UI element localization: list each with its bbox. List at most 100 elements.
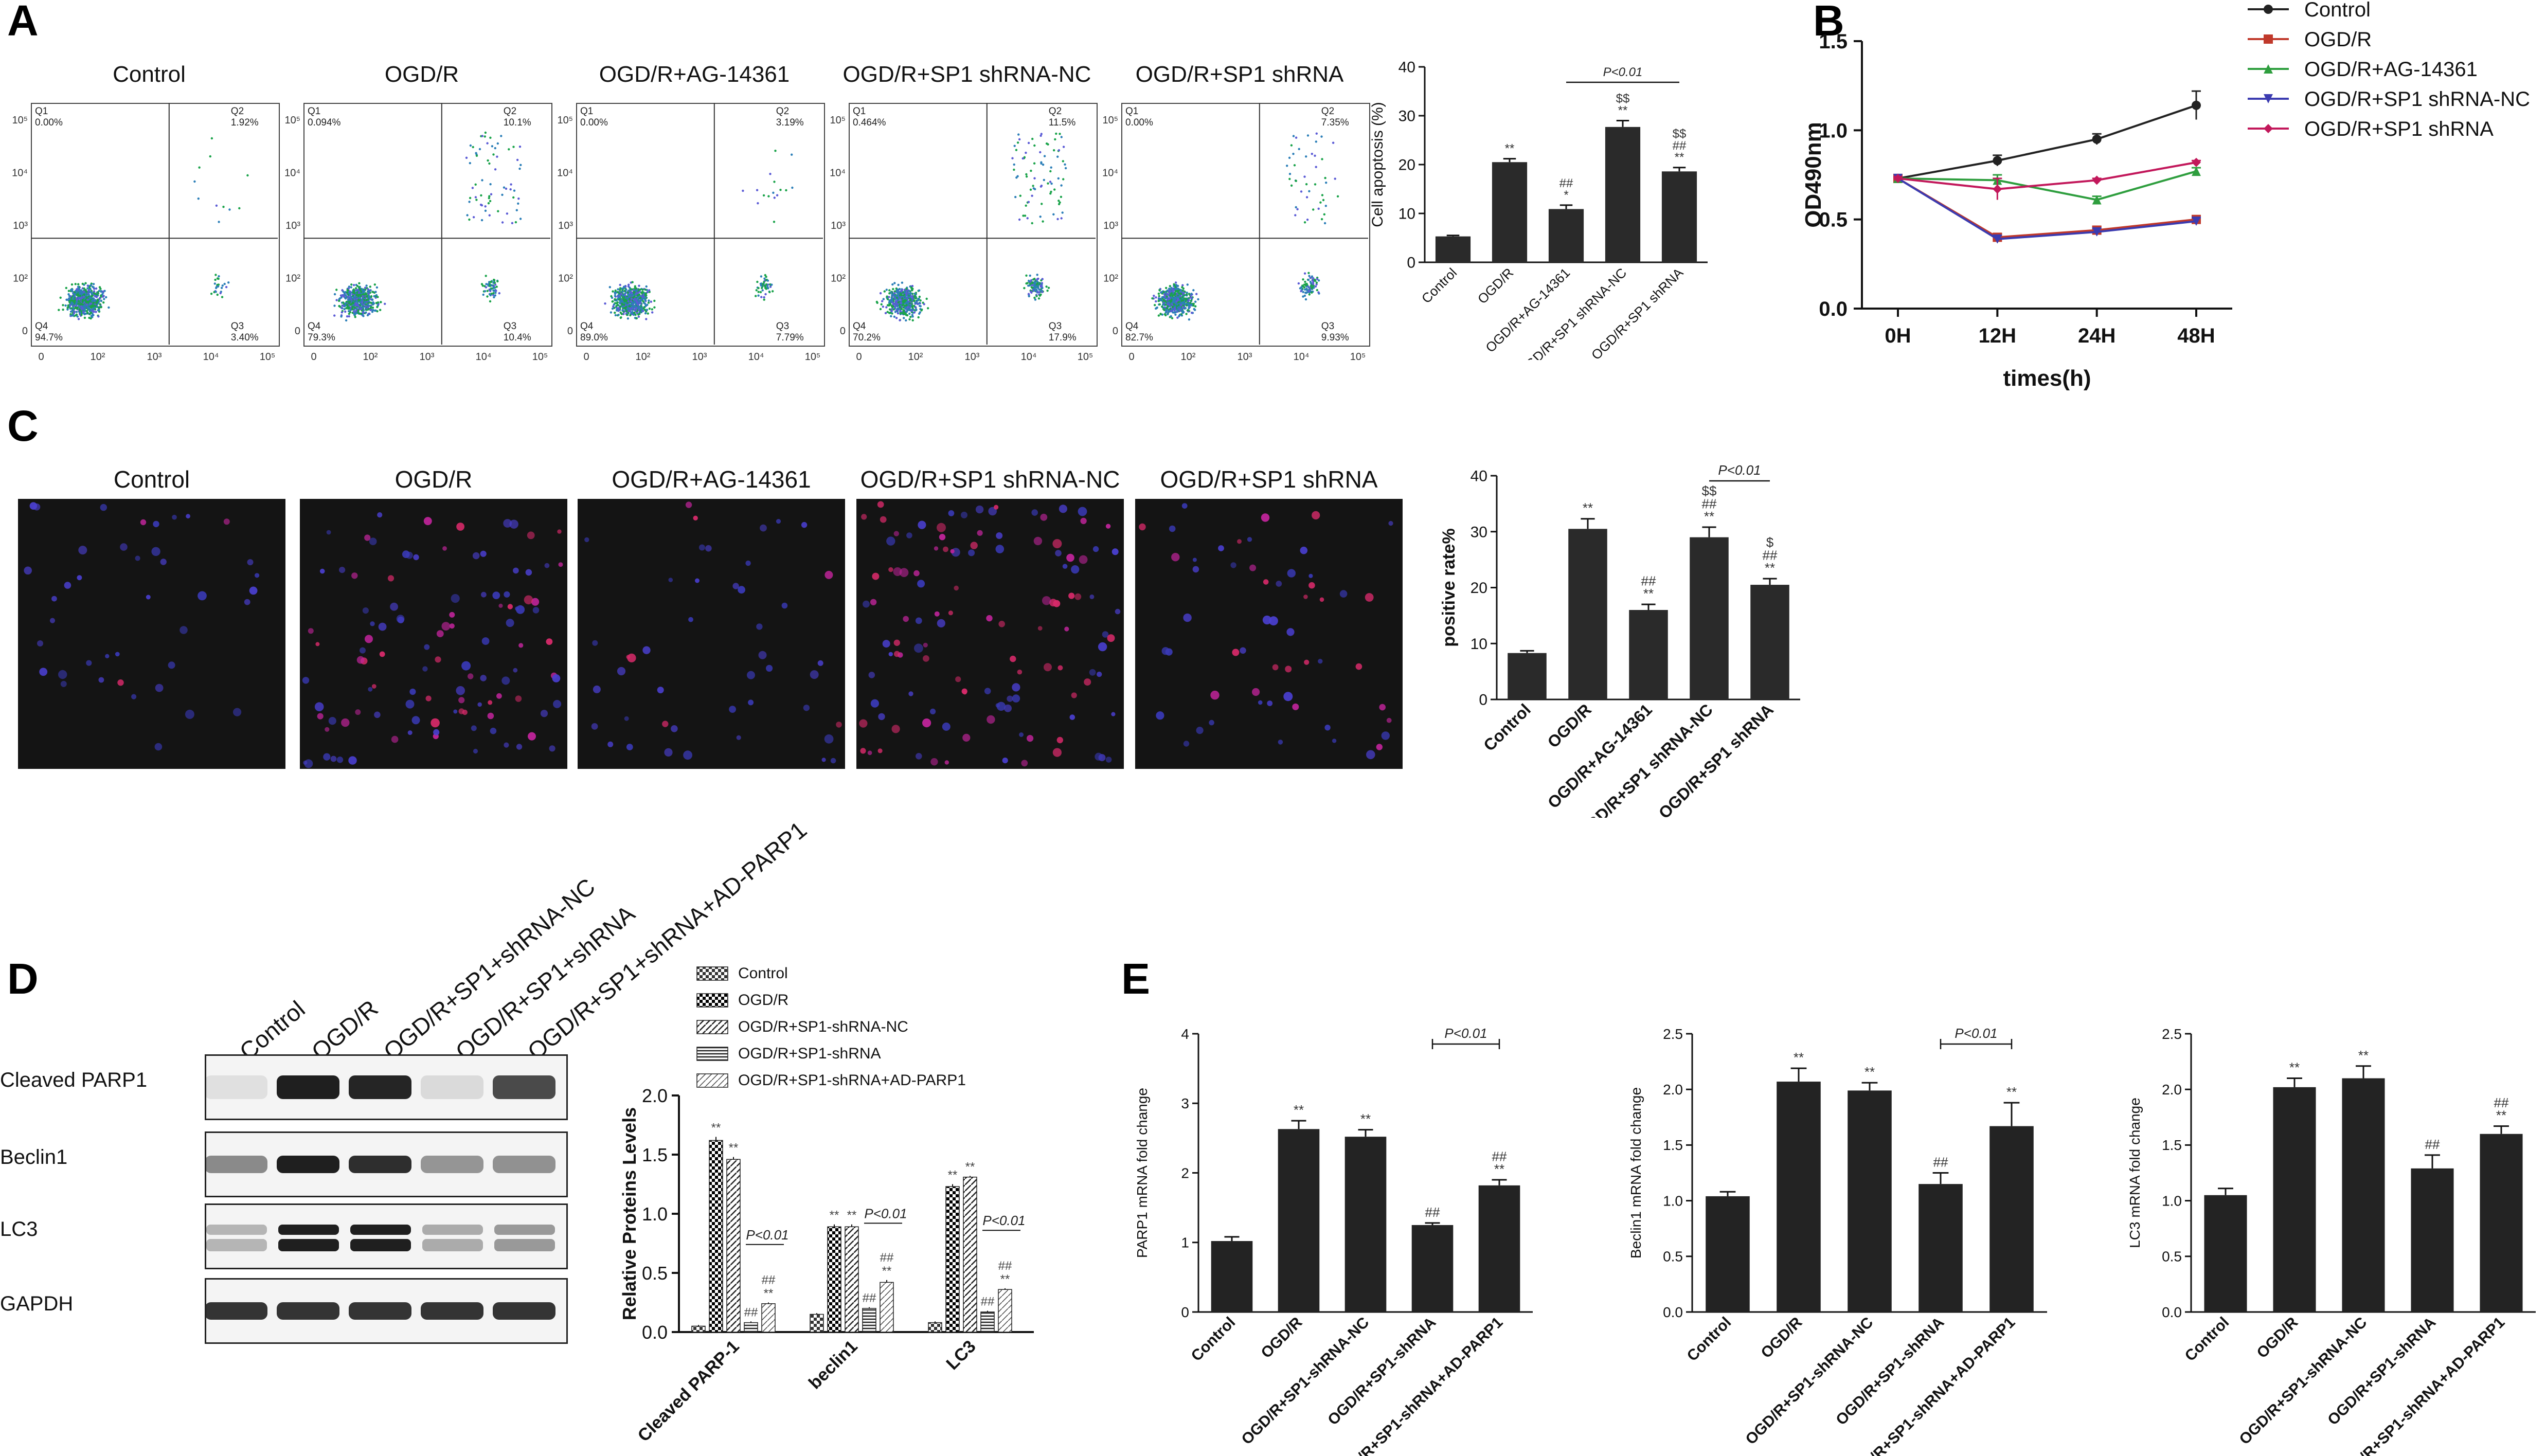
flow-x-tick: 0 — [38, 351, 44, 363]
flow-x-tick: 10² — [908, 351, 923, 363]
y-tick-label: 40 — [1471, 468, 1487, 485]
flow-y-tick: 10⁴ — [1102, 168, 1118, 179]
significance-mark: ## — [762, 1273, 776, 1287]
significance-mark: ## — [2494, 1095, 2509, 1110]
blot-band — [350, 1225, 411, 1235]
tunel-image-title: Control — [113, 466, 190, 493]
blot-band — [206, 1225, 267, 1235]
bar — [709, 1140, 723, 1333]
quadrant-q3-label: Q3 — [1049, 321, 1062, 332]
significance-mark: ## — [1425, 1205, 1440, 1220]
quadrant-q4-label: Q4 — [308, 321, 321, 332]
significance-mark: ## — [2425, 1137, 2440, 1152]
significance-mark: ** — [1583, 500, 1593, 516]
y-axis-title: PARP1 mRNA fold change — [1134, 1088, 1150, 1258]
quadrant-q4-value: 79.3% — [308, 332, 335, 343]
blot-band — [349, 1302, 411, 1320]
data-point — [1993, 156, 2002, 166]
blot-row-label: LC3 — [0, 1218, 38, 1241]
y-tick-label: 2 — [1181, 1165, 1189, 1181]
legend-label: OGD/R+SP1-shRNA+AD-PARP1 — [738, 1072, 966, 1089]
bar — [1211, 1241, 1253, 1312]
blot-row-label: GAPDH — [0, 1292, 74, 1315]
blot-band — [205, 1156, 267, 1173]
flow-y-tick: 10³ — [13, 220, 28, 231]
bar — [945, 1186, 960, 1333]
legend-label: OGD/R — [738, 992, 788, 1009]
bar — [1777, 1082, 1821, 1312]
bar — [845, 1226, 859, 1333]
tunel-nuclei — [302, 512, 563, 768]
y-tick-label: 0.5 — [2162, 1249, 2182, 1265]
flow-events — [875, 132, 1067, 322]
y-tick-label: 1.5 — [1819, 30, 1848, 53]
significance-mark: ** — [830, 1209, 839, 1223]
panel-label-d: D — [7, 955, 39, 1003]
p-value-annotation: P<0.01 — [1444, 1026, 1487, 1041]
blot-band — [493, 1075, 555, 1099]
bar — [1344, 1137, 1387, 1312]
x-tick-label: 48H — [2177, 325, 2215, 347]
y-tick-label: 0 — [1181, 1304, 1189, 1320]
bar — [880, 1282, 894, 1333]
significance-mark: ** — [1794, 1050, 1804, 1065]
category-label: Cleaved PARP-1 — [634, 1337, 743, 1446]
blot-band — [349, 1075, 411, 1099]
flow-y-tick: 10³ — [1103, 220, 1118, 231]
chart-a-apoptosis: 0 10 20 30 40 Cell apoptosis (%) Control ** OGD/… — [1369, 59, 1708, 360]
y-axis-title: Cell apoptosis (%) — [1369, 102, 1386, 227]
chart-e-parp1-mrna: 0 1 2 3 4 PARP1 mRNA fold change Control ** OGD/… — [1134, 1026, 1533, 1456]
y-axis-title: OD490nm — [1801, 122, 1826, 227]
flow-y-tick: 10⁵ — [557, 115, 573, 126]
y-tick-label: 4 — [1181, 1026, 1189, 1042]
blot-band — [493, 1302, 555, 1320]
bar — [2342, 1078, 2385, 1312]
quadrant-q2-label: Q2 — [1321, 106, 1334, 117]
quadrant-q2-value: 11.5% — [1049, 117, 1076, 128]
bar — [1435, 236, 1471, 262]
significance-mark: $ — [1766, 535, 1774, 550]
flow-x-tick: 10⁴ — [203, 351, 219, 363]
significance-mark: ** — [1864, 1064, 1875, 1080]
blot-bands — [205, 1156, 555, 1173]
flow-y-tick: 10² — [13, 273, 28, 284]
y-tick-label: 1.0 — [1663, 1193, 1683, 1209]
category-label: Control — [1188, 1314, 1239, 1365]
flow-x-tick: 10⁵ — [260, 351, 276, 363]
blot-strip — [205, 1131, 568, 1197]
tunel-image-title: OGD/R+SP1 shRNA-NC — [860, 466, 1120, 493]
data-point — [2192, 217, 2201, 226]
bar — [2204, 1195, 2247, 1312]
flow-y-tick: 0 — [840, 326, 846, 337]
flow-y-tick: 0 — [22, 326, 28, 337]
data-point — [2092, 134, 2102, 144]
series-line — [1897, 161, 2197, 190]
quadrant-q2-label: Q2 — [504, 106, 516, 117]
flow-x-tick: 10² — [636, 351, 651, 363]
tunel-image-title: OGD/R+AG-14361 — [612, 466, 811, 493]
significance-mark: ## — [1492, 1148, 1507, 1164]
flow-scatter-plot: 10⁵ 10⁴ 10³ 10² 0 0 10² 10³ 10⁴ 10⁵ Q10.00% Q27.35%… — [1102, 103, 1368, 363]
bar — [1548, 209, 1584, 262]
flow-y-tick: 10² — [1103, 273, 1118, 284]
y-tick-label: 1.5 — [2162, 1137, 2182, 1153]
flow-y-tick: 10³ — [558, 220, 573, 231]
y-tick-label: 10 — [1398, 206, 1415, 223]
series-line — [1897, 177, 2197, 240]
significance-mark: $$ — [1673, 127, 1687, 141]
category-label: OGD/R — [1475, 265, 1516, 307]
flow-x-tick: 10⁴ — [1021, 351, 1037, 363]
flow-y-tick: 10³ — [831, 220, 846, 231]
quadrant-q3-value: 7.79% — [776, 332, 804, 343]
bar — [1492, 162, 1528, 262]
category-label: Control — [1419, 265, 1460, 306]
bar — [862, 1308, 876, 1333]
bar — [810, 1314, 824, 1333]
bar — [998, 1289, 1012, 1333]
chart-e-lc3-mrna: 0.0 0.5 1.0 1.5 2.0 2.5 LC3 mRNA fold change Co… — [2127, 1026, 2536, 1456]
bar — [1568, 529, 1607, 699]
series-line — [1897, 104, 2197, 179]
quadrant-q2-label: Q2 — [1049, 106, 1062, 117]
data-point — [2192, 157, 2201, 167]
legend-swatch — [696, 1047, 728, 1061]
